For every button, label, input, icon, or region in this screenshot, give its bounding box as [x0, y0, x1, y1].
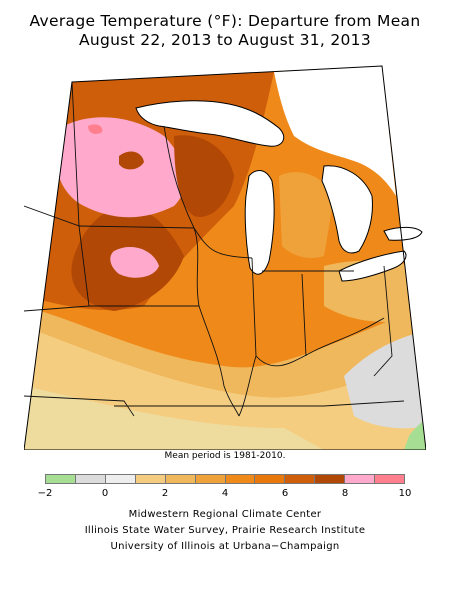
legend-tick-label: 2 [161, 488, 169, 499]
iowa-pink [110, 246, 159, 278]
legend-swatch-5 [195, 475, 226, 483]
map-title-line-2: August 22, 2013 to August 31, 2013 [79, 31, 371, 49]
border-mn-west [71, 81, 80, 227]
border-ky-tn [114, 400, 405, 407]
legend-tick-label: 6 [281, 488, 289, 499]
border-mn-wi [163, 125, 195, 229]
credit-line-3: University of Illinois at Urbana−Champai… [110, 541, 340, 552]
legend-swatch-1 [75, 475, 106, 483]
great-lakes [135, 100, 423, 282]
credit-line-1: Midwestern Regional Climate Center [128, 509, 322, 520]
legend-tick-label: 10 [398, 488, 412, 499]
legend-tick-label: 8 [341, 488, 349, 499]
lake-ontario [383, 226, 423, 241]
canada-area [274, 66, 396, 196]
temperature-departure-map [24, 65, 426, 450]
michigan-light [279, 172, 334, 258]
legend-swatch-11 [375, 475, 405, 483]
minnesota-red-spot [88, 124, 103, 134]
border-mn-ia [78, 225, 195, 229]
legend-swatch-3 [135, 475, 166, 483]
legend-tick-label: −2 [37, 488, 53, 499]
legend-swatch-2 [105, 475, 136, 483]
southeast-gray [344, 331, 426, 429]
legend-tick-label: 4 [221, 488, 229, 499]
border-in-oh [301, 273, 307, 357]
border-oh-pa [373, 265, 393, 377]
far-south-band [24, 386, 324, 450]
legend-swatch-9 [315, 475, 346, 483]
legend-swatch-6 [225, 475, 256, 483]
legend-swatch-4 [165, 475, 196, 483]
legend-swatch-8 [285, 475, 316, 483]
lake-michigan [244, 170, 275, 275]
border-mo-south [24, 395, 135, 417]
color-legend [45, 474, 405, 484]
minnesota-brown-spot [119, 151, 144, 170]
wisconsin-brown [174, 135, 234, 217]
border-ia-il [193, 227, 200, 307]
legend-tick-label: 0 [101, 488, 109, 499]
map-title-line-1: Average Temperature (°F): Departure from… [29, 12, 421, 30]
southeast-green [404, 418, 426, 450]
lake-superior [135, 100, 285, 147]
mean-period-note: Mean period is 1981-2010. [164, 451, 286, 461]
border-ne-ks [24, 305, 90, 312]
border-il-mo [198, 305, 240, 417]
minnesota-pink [55, 117, 185, 218]
credit-line-2: Illinois State Water Survey, Prairie Res… [84, 525, 366, 536]
border-ohio-river [255, 317, 385, 367]
lake-huron [321, 165, 373, 254]
state-borders [24, 81, 405, 417]
legend-swatch-0 [46, 475, 76, 483]
legend-swatch-7 [255, 475, 286, 483]
border-wi-il [193, 227, 253, 259]
legend-swatch-10 [345, 475, 376, 483]
mid-band [24, 306, 426, 398]
map-frame [24, 65, 426, 450]
